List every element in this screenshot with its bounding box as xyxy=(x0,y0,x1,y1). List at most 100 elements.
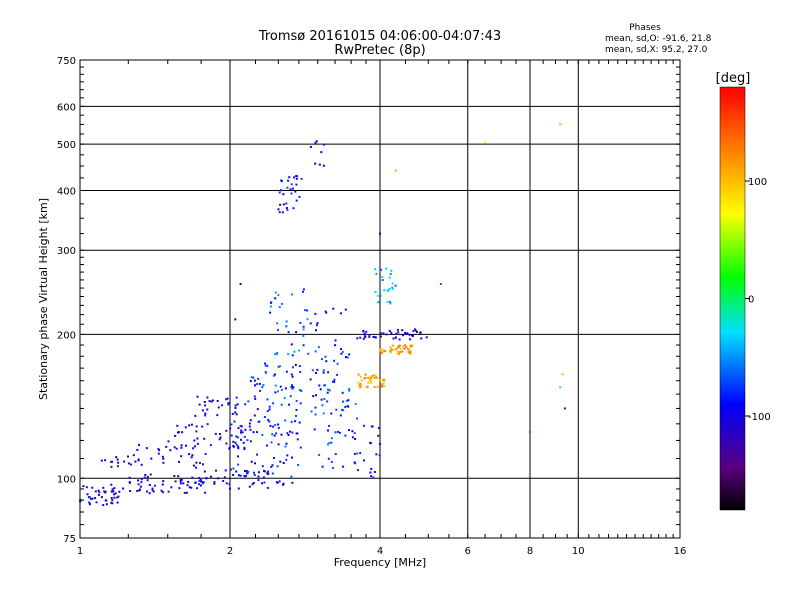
data-point xyxy=(373,376,376,379)
data-point xyxy=(388,329,391,332)
data-point xyxy=(395,348,398,351)
data-point xyxy=(180,455,183,458)
data-point xyxy=(324,355,327,358)
data-point xyxy=(377,294,380,297)
stats-title: Phases xyxy=(629,23,661,33)
data-point xyxy=(321,465,324,468)
data-point xyxy=(267,472,270,475)
data-point xyxy=(298,195,301,198)
data-point xyxy=(330,437,333,440)
data-point xyxy=(274,391,277,394)
data-point xyxy=(398,344,401,347)
data-point xyxy=(381,348,384,351)
data-point xyxy=(392,348,395,351)
data-point xyxy=(216,414,219,417)
data-point xyxy=(274,291,277,294)
data-point xyxy=(302,325,305,328)
data-point xyxy=(261,465,264,468)
data-point xyxy=(291,481,294,484)
data-point xyxy=(314,162,317,165)
y-tick-label: 500 xyxy=(57,140,76,151)
data-point xyxy=(210,475,212,478)
data-point xyxy=(334,431,337,434)
data-point xyxy=(290,373,293,376)
data-point xyxy=(372,476,375,479)
data-point xyxy=(113,487,116,490)
data-point xyxy=(278,211,281,214)
data-point xyxy=(309,322,312,325)
data-point xyxy=(138,443,140,446)
data-point xyxy=(388,288,391,291)
data-point xyxy=(97,489,100,492)
data-point xyxy=(251,483,254,486)
colorbar-tick-label: -100 xyxy=(748,412,771,423)
data-point xyxy=(196,395,199,398)
data-point xyxy=(235,413,238,416)
data-point xyxy=(214,432,217,435)
data-point xyxy=(152,490,155,493)
data-point xyxy=(204,453,207,455)
data-point xyxy=(123,460,126,463)
data-point xyxy=(371,425,374,428)
data-point xyxy=(292,207,295,210)
data-point xyxy=(226,397,229,400)
data-point xyxy=(258,420,261,423)
data-point xyxy=(379,350,382,353)
data-point xyxy=(302,288,305,291)
data-point xyxy=(98,491,101,494)
data-point xyxy=(368,334,371,336)
data-point xyxy=(195,461,198,464)
data-point xyxy=(272,402,275,405)
data-point xyxy=(325,311,328,314)
data-point xyxy=(196,442,199,445)
data-point xyxy=(269,424,272,427)
data-point xyxy=(399,350,402,353)
data-point xyxy=(271,472,274,475)
data-point xyxy=(285,370,288,373)
data-point xyxy=(179,482,182,485)
data-point xyxy=(110,497,113,499)
data-point xyxy=(336,373,338,376)
data-point xyxy=(295,331,298,334)
data-point xyxy=(356,381,359,384)
data-point xyxy=(245,470,248,473)
data-point xyxy=(315,140,318,143)
data-point xyxy=(201,482,204,485)
data-point xyxy=(247,400,250,403)
data-point xyxy=(267,418,270,421)
data-point xyxy=(178,460,180,463)
data-point xyxy=(100,496,103,499)
data-point xyxy=(374,291,377,294)
data-point xyxy=(249,419,252,422)
data-point xyxy=(299,402,302,405)
data-point xyxy=(254,462,256,465)
data-point xyxy=(265,371,267,374)
data-point xyxy=(321,404,324,407)
data-point xyxy=(412,330,415,332)
data-point xyxy=(252,431,255,434)
data-point xyxy=(237,455,240,458)
data-point xyxy=(401,350,403,353)
data-point xyxy=(179,478,182,481)
data-point xyxy=(257,479,260,482)
data-point xyxy=(330,461,333,463)
data-point xyxy=(399,347,402,350)
data-point xyxy=(563,407,566,410)
data-point xyxy=(295,175,298,178)
data-point xyxy=(320,151,323,154)
data-point xyxy=(110,460,113,463)
data-point xyxy=(333,378,336,381)
data-point xyxy=(311,369,314,372)
data-point xyxy=(392,337,395,340)
data-point xyxy=(280,189,282,192)
data-point xyxy=(114,492,117,495)
data-point xyxy=(296,438,299,441)
data-point xyxy=(184,426,187,429)
data-point xyxy=(374,336,377,339)
data-point xyxy=(309,146,312,148)
data-point xyxy=(295,177,298,180)
plot-frame xyxy=(79,59,681,539)
data-point xyxy=(117,495,120,498)
data-point xyxy=(414,328,416,331)
data-point xyxy=(369,379,372,382)
